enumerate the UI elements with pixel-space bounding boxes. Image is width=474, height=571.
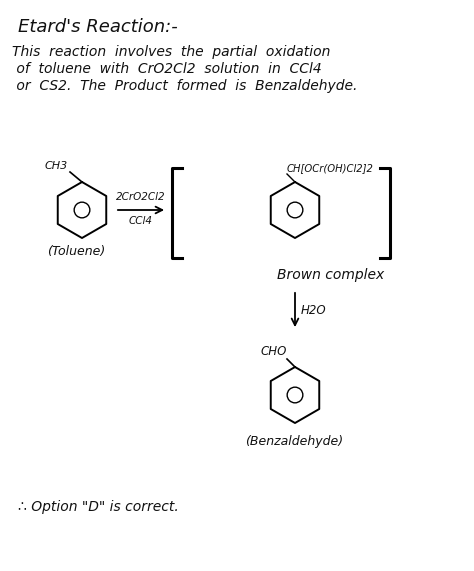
Text: of  toluene  with  CrO2Cl2  solution  in  CCl4: of toluene with CrO2Cl2 solution in CCl4 [12,62,322,76]
Text: CHO: CHO [261,345,287,358]
Text: Brown complex: Brown complex [277,268,384,282]
Text: CH3: CH3 [45,161,68,171]
Text: (Benzaldehyde): (Benzaldehyde) [245,435,343,448]
Text: or  CS2.  The  Product  formed  is  Benzaldehyde.: or CS2. The Product formed is Benzaldehy… [12,79,357,93]
Text: Etard's Reaction:-: Etard's Reaction:- [18,18,178,36]
Text: ∴ Option "D" is correct.: ∴ Option "D" is correct. [18,500,179,514]
Text: H2O: H2O [301,304,327,316]
Text: (Toluene): (Toluene) [47,245,105,258]
Text: CCl4: CCl4 [129,216,153,226]
Text: CH[OCr(OH)Cl2]2: CH[OCr(OH)Cl2]2 [287,163,374,173]
Text: This  reaction  involves  the  partial  oxidation: This reaction involves the partial oxida… [12,45,330,59]
Text: 2CrO2Cl2: 2CrO2Cl2 [116,192,166,202]
